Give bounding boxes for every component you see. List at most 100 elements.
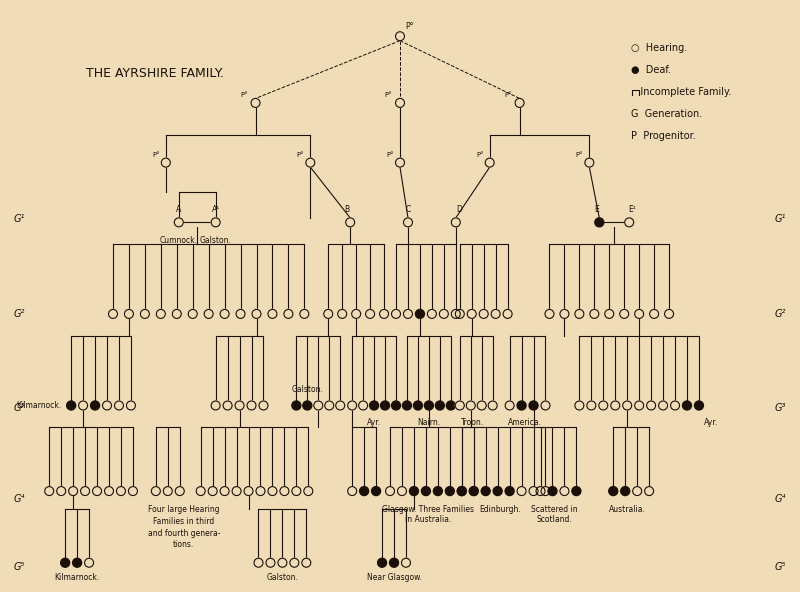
Circle shape <box>324 310 333 318</box>
Circle shape <box>175 487 184 496</box>
Circle shape <box>587 401 596 410</box>
Circle shape <box>634 401 644 410</box>
Circle shape <box>467 310 476 318</box>
Circle shape <box>620 310 629 318</box>
Circle shape <box>303 401 312 410</box>
Text: P°: P° <box>476 152 484 157</box>
Text: G⁴: G⁴ <box>775 494 786 504</box>
Circle shape <box>609 487 618 496</box>
Circle shape <box>336 401 345 410</box>
Text: E¹: E¹ <box>628 205 636 214</box>
Text: Ayr.: Ayr. <box>704 419 718 427</box>
Circle shape <box>304 487 313 496</box>
Circle shape <box>517 401 526 410</box>
Text: G³: G³ <box>775 403 786 413</box>
Circle shape <box>622 401 632 410</box>
Circle shape <box>491 310 500 318</box>
Circle shape <box>395 158 405 167</box>
Circle shape <box>256 487 265 496</box>
Circle shape <box>427 310 436 318</box>
Text: G¹: G¹ <box>775 214 786 224</box>
Text: P°: P° <box>385 92 392 98</box>
Circle shape <box>548 487 557 496</box>
Circle shape <box>599 401 608 410</box>
Circle shape <box>306 158 314 167</box>
Text: G³: G³ <box>14 403 25 413</box>
Circle shape <box>284 310 293 318</box>
Circle shape <box>211 401 220 410</box>
Circle shape <box>290 558 299 567</box>
Circle shape <box>422 487 430 496</box>
Circle shape <box>78 401 87 410</box>
Text: Edinburgh.: Edinburgh. <box>478 505 521 514</box>
Circle shape <box>371 487 381 496</box>
Circle shape <box>529 401 538 410</box>
Circle shape <box>682 401 691 410</box>
Text: G¹: G¹ <box>14 214 25 224</box>
Circle shape <box>114 401 123 410</box>
Circle shape <box>505 487 514 496</box>
Circle shape <box>378 558 386 567</box>
Circle shape <box>117 487 126 496</box>
Circle shape <box>670 401 679 410</box>
Circle shape <box>352 310 361 318</box>
Text: Troon.: Troon. <box>461 419 484 427</box>
Text: E: E <box>594 205 598 214</box>
Circle shape <box>93 487 102 496</box>
Circle shape <box>81 487 90 496</box>
Circle shape <box>381 401 390 410</box>
Circle shape <box>505 401 514 410</box>
Circle shape <box>302 558 311 567</box>
Text: Galston.: Galston. <box>266 572 298 582</box>
Text: G⁴: G⁴ <box>14 494 25 504</box>
Text: ●  Deaf.: ● Deaf. <box>631 65 671 75</box>
Circle shape <box>314 401 322 410</box>
Circle shape <box>482 487 490 496</box>
Text: G⁵: G⁵ <box>775 562 786 572</box>
Circle shape <box>174 218 183 227</box>
Text: P°: P° <box>576 152 583 157</box>
Circle shape <box>575 401 584 410</box>
Text: P°: P° <box>504 92 512 98</box>
Circle shape <box>694 401 703 410</box>
Circle shape <box>151 487 160 496</box>
Circle shape <box>102 401 111 410</box>
Circle shape <box>634 310 644 318</box>
Text: G⁵: G⁵ <box>14 562 25 572</box>
Circle shape <box>560 310 569 318</box>
Text: C: C <box>406 205 410 214</box>
Circle shape <box>458 487 466 496</box>
Circle shape <box>541 487 550 496</box>
Circle shape <box>595 218 604 227</box>
Circle shape <box>90 401 99 410</box>
Circle shape <box>360 487 369 496</box>
Circle shape <box>415 310 425 318</box>
Circle shape <box>300 310 309 318</box>
Circle shape <box>446 487 454 496</box>
Text: Kilmarnock.: Kilmarnock. <box>16 401 61 410</box>
Circle shape <box>220 487 229 496</box>
Text: Galston.: Galston. <box>200 236 231 245</box>
Circle shape <box>109 310 118 318</box>
Circle shape <box>85 558 94 567</box>
Circle shape <box>254 558 263 567</box>
Circle shape <box>458 487 466 496</box>
Text: America.: America. <box>507 419 542 427</box>
Circle shape <box>391 310 401 318</box>
Circle shape <box>493 487 502 496</box>
Circle shape <box>370 401 378 410</box>
Circle shape <box>268 487 277 496</box>
Circle shape <box>451 218 460 227</box>
Text: A: A <box>176 205 182 214</box>
Circle shape <box>162 158 170 167</box>
Circle shape <box>386 487 394 496</box>
Text: Four large Hearing
Families in third
and fourth genera-
tions.: Four large Hearing Families in third and… <box>147 505 220 549</box>
Circle shape <box>625 218 634 227</box>
Circle shape <box>402 558 410 567</box>
Text: P°: P° <box>297 152 304 157</box>
Circle shape <box>455 401 464 410</box>
Circle shape <box>172 310 182 318</box>
Circle shape <box>621 487 630 496</box>
Circle shape <box>61 558 70 567</box>
Circle shape <box>439 310 448 318</box>
